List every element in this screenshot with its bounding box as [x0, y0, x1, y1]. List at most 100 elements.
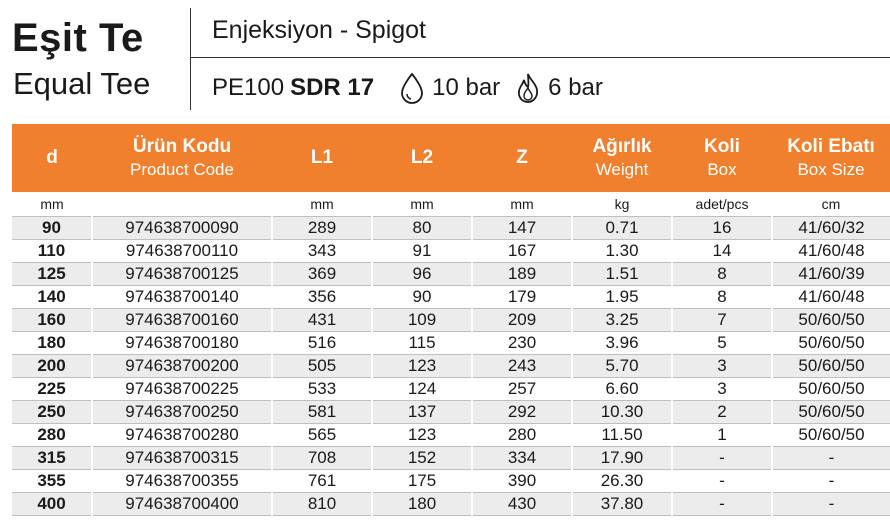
cell-z: 230 — [472, 331, 573, 355]
cell-z: 430 — [472, 492, 573, 516]
header-divider-vertical — [190, 8, 191, 110]
cell-l1: 533 — [272, 377, 373, 401]
table-row: 140 974638700140 356 90 179 1.95 8 41/60/48 — [12, 285, 890, 309]
cell-box-size: 50/60/50 — [772, 331, 890, 355]
column-header-product-code: Ürün Kodu Product Code — [92, 124, 272, 192]
cell-box-size: 50/60/50 — [772, 354, 890, 378]
unit-cell: cm — [772, 192, 890, 217]
cell-l1: 369 — [272, 262, 373, 286]
cell-z: 390 — [472, 469, 573, 493]
cell-d: 140 — [12, 285, 93, 309]
cell-l2: 80 — [372, 216, 473, 240]
table-row: 400 974638700400 810 180 430 37.80- - — [12, 492, 890, 516]
cell-d: 200 — [12, 354, 93, 378]
cell-product-code: 974638700315 — [92, 446, 273, 470]
cell-product-code: 974638700090 — [92, 216, 273, 240]
material-label: PE100 — [212, 74, 285, 101]
table-row: 125 974638700125 369 96 189 1.51 8 41/60/39 — [12, 262, 890, 286]
cell-box: - — [672, 469, 773, 493]
unit-cell: mm — [272, 192, 372, 217]
cell-z: 189 — [472, 262, 573, 286]
gas-pressure-label: 6 bar — [548, 74, 603, 101]
cell-l2: 137 — [372, 400, 473, 424]
cell-weight: 11.50 — [572, 423, 673, 447]
table-row: 225 974638700225 533 124 257 6.60 3 50/60/50 — [12, 377, 890, 401]
unit-cell: kg — [572, 192, 672, 217]
cell-box: 16 — [672, 216, 773, 240]
cell-l2: 124 — [372, 377, 473, 401]
cell-d: 90 — [12, 216, 93, 240]
cell-l2: 96 — [372, 262, 473, 286]
water-drop-icon — [398, 72, 426, 104]
cell-weight: 1.95 — [572, 285, 673, 309]
sdr-label: SDR 17 — [290, 74, 375, 101]
table-body: 90 974638700090 289 80 147 0.71 16 41/60/32 110 9… — [12, 216, 890, 516]
cell-z: 147 — [472, 216, 573, 240]
cell-weight: 17.90 — [572, 446, 673, 470]
cell-d: 315 — [12, 446, 93, 470]
cell-box-size: 50/60/50 — [772, 377, 890, 401]
cell-l1: 761 — [272, 469, 373, 493]
cell-l1: 356 — [272, 285, 373, 309]
unit-cell — [92, 192, 272, 217]
cell-box-size: 41/60/39 — [772, 262, 890, 286]
cell-weight: 10.30 — [572, 400, 673, 424]
column-header-l2: L2 — [372, 124, 472, 192]
cell-box-size: 50/60/50 — [772, 308, 890, 332]
cell-box-size: 41/60/32 — [772, 216, 890, 240]
cell-box: 8 — [672, 262, 773, 286]
table-row: 200 974638700200 505 123 243 5.70 3 50/60/50 — [12, 354, 890, 378]
table-header-row: d Ürün Kodu Product Code L1 L2 Z Ağırlık W… — [12, 124, 890, 192]
cell-d: 160 — [12, 308, 93, 332]
column-header-l1: L1 — [272, 124, 372, 192]
cell-box-size: - — [772, 446, 890, 470]
cell-product-code: 974638700140 — [92, 285, 273, 309]
cell-l1: 708 — [272, 446, 373, 470]
table-row: 180 974638700180 516 115 230 3.96 5 50/60/50 — [12, 331, 890, 355]
cell-weight: 6.60 — [572, 377, 673, 401]
cell-box: - — [672, 492, 773, 516]
cell-l1: 431 — [272, 308, 373, 332]
cell-l1: 343 — [272, 239, 373, 263]
units-row: mm mm mm mm kg adet/pcs cm — [12, 192, 890, 217]
cell-l2: 152 — [372, 446, 473, 470]
cell-d: 110 — [12, 239, 93, 263]
cell-box: 3 — [672, 377, 773, 401]
table-row: 160 974638700160 431 109 209 3.25 7 50/60/50 — [12, 308, 890, 332]
cell-box: 7 — [672, 308, 773, 332]
cell-product-code: 974638700110 — [92, 239, 273, 263]
cell-weight: 37.80 — [572, 492, 673, 516]
unit-cell: mm — [472, 192, 572, 217]
cell-d: 280 — [12, 423, 93, 447]
cell-z: 280 — [472, 423, 573, 447]
cell-l2: 175 — [372, 469, 473, 493]
cell-weight: 1.51 — [572, 262, 673, 286]
cell-product-code: 974638700280 — [92, 423, 273, 447]
cell-d: 125 — [12, 262, 93, 286]
cell-weight: 5.70 — [572, 354, 673, 378]
cell-box-size: 50/60/50 — [772, 400, 890, 424]
product-table: d Ürün Kodu Product Code L1 L2 Z Ağırlık W… — [12, 124, 890, 516]
cell-l1: 810 — [272, 492, 373, 516]
cell-product-code: 974638700180 — [92, 331, 273, 355]
cell-box: 3 — [672, 354, 773, 378]
flame-icon — [514, 72, 542, 104]
unit-cell: mm — [372, 192, 472, 217]
cell-weight: 26.30 — [572, 469, 673, 493]
table-row: 110 974638700110 343 91 167 1.30 14 41/60/48 — [12, 239, 890, 263]
cell-box-size: - — [772, 492, 890, 516]
cell-weight: 3.25 — [572, 308, 673, 332]
water-pressure-label: 10 bar — [432, 74, 501, 101]
cell-l1: 565 — [272, 423, 373, 447]
cell-weight: 1.30 — [572, 239, 673, 263]
cell-box-size: 41/60/48 — [772, 239, 890, 263]
product-title-tr: Eşit Te — [12, 16, 144, 60]
spec-line: PE100 SDR 17 10 bar 6 bar — [212, 72, 617, 104]
cell-l2: 123 — [372, 423, 473, 447]
cell-product-code: 974638700400 — [92, 492, 273, 516]
cell-d: 250 — [12, 400, 93, 424]
column-header-box-size: Koli Ebatı Box Size — [772, 124, 890, 192]
table-row: 315 974638700315 708 152 334 17.90- - — [12, 446, 890, 470]
cell-z: 167 — [472, 239, 573, 263]
cell-box-size: - — [772, 469, 890, 493]
